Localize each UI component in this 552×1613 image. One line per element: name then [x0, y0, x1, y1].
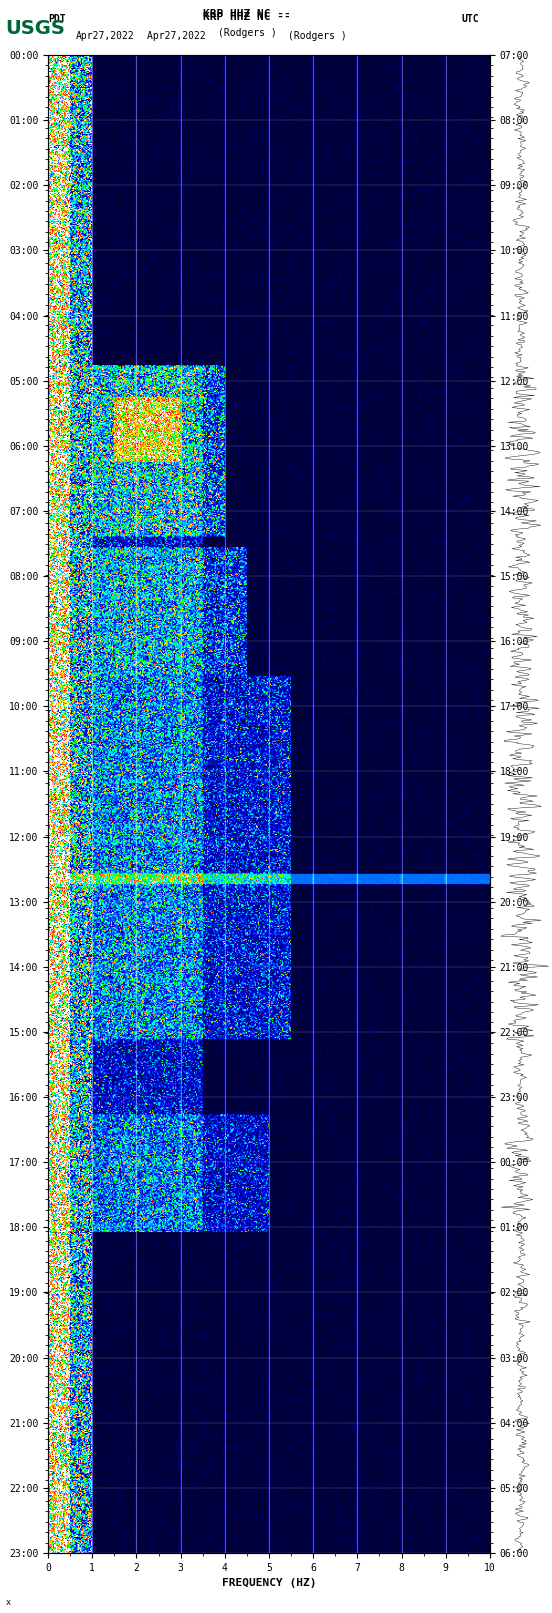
Text: KRP HHZ NC --: KRP HHZ NC -- [203, 11, 291, 21]
Text: x: x [6, 1598, 10, 1607]
Text: UTC: UTC [461, 15, 479, 24]
Text: USGS: USGS [6, 19, 65, 39]
Text: Apr27,2022              (Rodgers ): Apr27,2022 (Rodgers ) [147, 31, 347, 40]
Text: KRP HHZ NC --: KRP HHZ NC -- [203, 8, 291, 19]
Text: (Rodgers ): (Rodgers ) [217, 27, 276, 39]
Text: Apr27,2022: Apr27,2022 [76, 31, 134, 40]
X-axis label: FREQUENCY (HZ): FREQUENCY (HZ) [222, 1578, 316, 1589]
Text: PDT: PDT [48, 15, 66, 24]
